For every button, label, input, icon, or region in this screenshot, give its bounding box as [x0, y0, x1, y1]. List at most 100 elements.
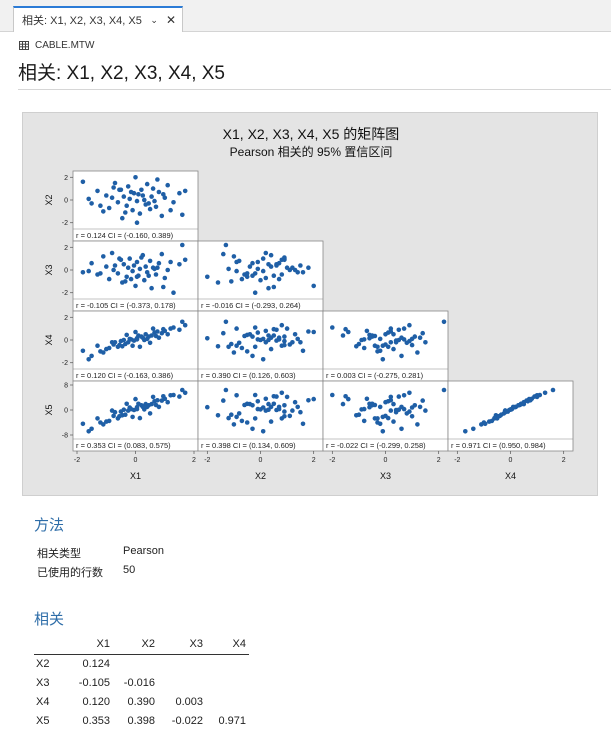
matrix-plot-svg: X1, X2, X3, X4, X5 的矩阵图 Pearson 相关的 95% 置…	[44, 126, 574, 481]
data-point	[242, 402, 247, 408]
data-point	[311, 396, 317, 402]
title-divider	[18, 89, 611, 90]
data-point	[295, 336, 301, 342]
data-point	[268, 404, 274, 410]
x-tick-label: 0	[259, 457, 263, 464]
panel-caption: r = 0.390 CI = (0.126, 0.603)	[201, 371, 296, 380]
data-point	[134, 274, 140, 280]
data-point	[399, 426, 404, 432]
data-point	[367, 336, 372, 341]
data-point	[375, 349, 380, 354]
data-point	[234, 393, 239, 398]
data-point	[521, 399, 527, 405]
panel-caption: r = 0.120 CI = (-0.163, 0.386)	[76, 371, 174, 380]
data-point	[153, 204, 159, 210]
data-point	[420, 330, 426, 336]
data-point	[140, 252, 146, 258]
data-point	[112, 263, 118, 268]
data-point	[205, 336, 210, 341]
data-point	[234, 259, 239, 265]
tab-correlation[interactable]: 相关: X1, X2, X3, X4, X5 ⌄ ✕	[13, 6, 183, 32]
data-point	[221, 251, 226, 257]
data-point	[263, 396, 269, 402]
close-icon[interactable]: ✕	[165, 13, 176, 27]
data-point	[407, 390, 412, 396]
data-point	[234, 414, 239, 420]
data-point	[109, 250, 115, 256]
data-point	[161, 284, 166, 290]
data-point	[250, 260, 255, 266]
data-point	[284, 265, 290, 270]
data-point	[407, 322, 412, 328]
data-point	[409, 414, 415, 419]
data-point	[244, 349, 250, 354]
data-point	[98, 349, 103, 354]
y-tick-label: -2	[62, 290, 68, 297]
data-point	[101, 254, 106, 259]
data-point	[150, 186, 156, 191]
chevron-down-icon[interactable]: ⌄	[150, 14, 158, 25]
y-tick-label: 8	[64, 383, 68, 390]
data-point	[271, 273, 277, 278]
table-header-rule	[34, 654, 249, 655]
data-point	[268, 252, 274, 258]
data-point	[106, 276, 112, 282]
data-point	[152, 330, 157, 335]
data-point	[123, 279, 128, 284]
data-point	[125, 265, 131, 270]
row-label: X4	[36, 696, 50, 708]
data-point	[130, 268, 135, 274]
y-tick-label: -2	[62, 360, 68, 367]
data-point	[147, 258, 153, 264]
data-point	[420, 398, 426, 403]
data-point	[123, 412, 128, 418]
matrix-plot-graph[interactable]: X1, X2, X3, X4, X5 的矩阵图 Pearson 相关的 95% 置…	[22, 112, 598, 496]
data-point	[385, 415, 391, 421]
data-point	[153, 272, 159, 277]
data-point	[128, 276, 134, 282]
data-point	[165, 182, 170, 188]
data-point	[423, 340, 428, 345]
data-point	[133, 396, 138, 402]
data-point	[134, 404, 140, 410]
panel-X5-X4	[447, 380, 574, 452]
data-point	[115, 271, 121, 276]
table-cell: 0.398	[127, 715, 155, 727]
data-point	[221, 398, 226, 403]
data-point	[268, 419, 274, 424]
data-point	[550, 387, 556, 393]
data-point	[279, 390, 285, 396]
data-point	[409, 342, 415, 348]
data-point	[165, 399, 170, 405]
data-point	[343, 326, 348, 332]
column-header: X1	[96, 638, 110, 650]
table-cell: -0.105	[78, 677, 110, 689]
data-point	[115, 200, 121, 205]
table-cell: 0.971	[218, 715, 246, 727]
data-point	[156, 404, 162, 410]
data-point	[104, 193, 109, 198]
data-point	[117, 414, 122, 419]
method-value: Pearson	[123, 545, 164, 557]
data-point	[292, 399, 298, 405]
data-point	[234, 268, 239, 274]
data-point	[252, 416, 258, 421]
y-tick-label: 2	[64, 245, 68, 252]
data-point	[377, 404, 383, 410]
data-point	[127, 196, 132, 202]
y-tick-label: 0	[64, 198, 68, 205]
data-point	[89, 260, 94, 266]
x-tick-label: 0	[134, 457, 138, 464]
data-point	[168, 393, 173, 398]
data-point	[282, 342, 287, 348]
x-tick-label: 0	[509, 457, 513, 464]
data-point	[121, 337, 127, 343]
data-point	[149, 194, 154, 199]
data-point	[182, 390, 188, 396]
data-point	[306, 398, 311, 403]
data-point	[356, 412, 362, 418]
data-point	[542, 390, 548, 396]
y-tick-label: 0	[64, 268, 68, 275]
data-point	[236, 411, 242, 416]
data-point	[492, 415, 497, 421]
